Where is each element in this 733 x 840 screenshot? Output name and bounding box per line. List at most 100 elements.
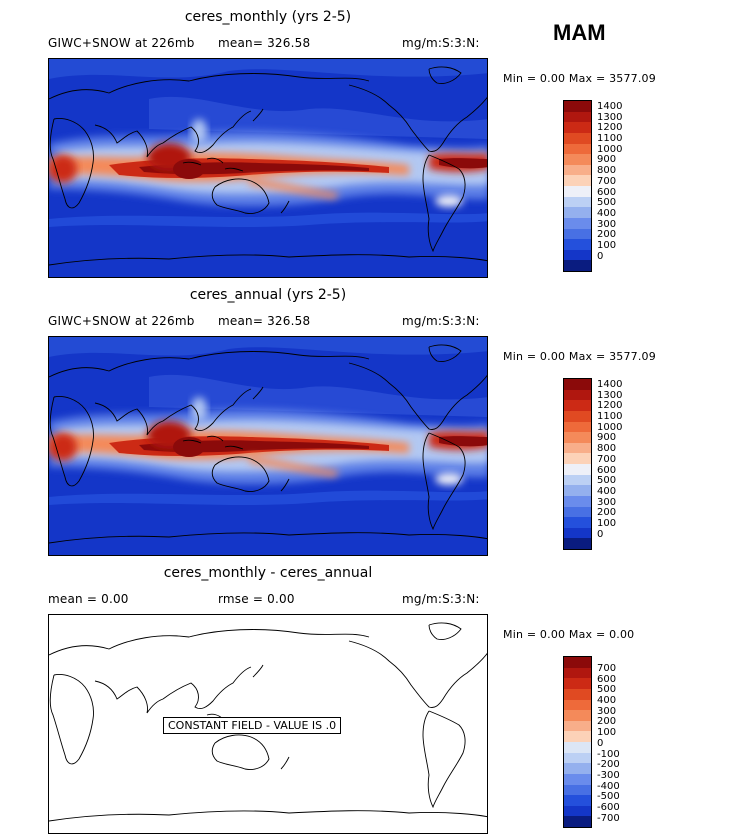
- colorbar-label: -100: [597, 748, 620, 760]
- colorbar-swatch: [564, 816, 591, 827]
- colorbar-label: -700: [597, 812, 620, 824]
- panel-1-units: mg/m:S:3:N:: [402, 36, 480, 50]
- colorbar-label: 1000: [597, 143, 623, 155]
- colorbar-swatch: [564, 688, 591, 700]
- colorbar-swatch: [564, 421, 591, 433]
- colorbar-label: 100: [597, 239, 617, 251]
- panel-1-map: [48, 58, 488, 278]
- colorbar-swatch: [564, 464, 591, 475]
- colorbar-label: 800: [597, 443, 617, 455]
- colorbar-swatch: [564, 154, 591, 165]
- colorbar-swatch: [564, 795, 591, 806]
- colorbar-swatch: [564, 667, 591, 679]
- colorbar-label: 100: [597, 727, 617, 739]
- colorbar-swatch: [564, 249, 591, 261]
- colorbar-label: 400: [597, 207, 617, 219]
- colorbar-label: 600: [597, 186, 617, 198]
- panel-1-mean: mean= 326.58: [218, 36, 311, 50]
- colorbar-swatch: [564, 752, 591, 764]
- colorbar-label: 1100: [597, 411, 623, 423]
- colorbar-swatch: [564, 111, 591, 123]
- panel-2-minmax: Min = 0.00 Max = 3577.09: [503, 350, 656, 363]
- colorbar-label: 200: [597, 229, 617, 241]
- colorbar-label: 100: [597, 517, 617, 529]
- colorbar-label: 1000: [597, 421, 623, 433]
- panel-2-units: mg/m:S:3:N:: [402, 314, 480, 328]
- panel-2-title: ceres_annual (yrs 2-5): [189, 287, 347, 303]
- colorbar-label: 1300: [597, 111, 623, 123]
- panel-2-colorbar-labels: 1400 1300 1200 1100 1000 900 800 700 600 500 400 30…: [597, 379, 623, 540]
- colorbar-swatch: [564, 678, 591, 689]
- colorbar-swatch: [564, 784, 591, 796]
- colorbar-label: 0: [597, 737, 604, 749]
- colorbar-swatch: [564, 805, 591, 817]
- panel-3-minmax: Min = 0.00 Max = 0.00: [503, 628, 635, 641]
- colorbar-swatch: [564, 731, 591, 742]
- colorbar-swatch: [564, 474, 591, 486]
- panel-1-colorbar-labels: 1400 1300 1200 1100 1000 900 800 700 600 500 400 30…: [597, 101, 623, 262]
- colorbar-label: 800: [597, 165, 617, 177]
- season-label: MAM: [553, 20, 606, 45]
- colorbar-label: 900: [597, 432, 617, 444]
- panel-2-colorbar: [563, 378, 592, 550]
- colorbar-label: 300: [597, 218, 617, 230]
- colorbar-label: 300: [597, 705, 617, 717]
- colorbar-label: 500: [597, 197, 617, 209]
- colorbar-label: 200: [597, 507, 617, 519]
- colorbar-swatch: [564, 101, 591, 112]
- colorbar-swatch: [564, 763, 591, 774]
- panel-3-title: ceres_monthly - ceres_annual: [163, 565, 373, 581]
- colorbar-swatch: [564, 773, 591, 785]
- colorbar-swatch: [564, 657, 591, 668]
- colorbar-swatch: [564, 186, 591, 197]
- colorbar-swatch: [564, 228, 591, 240]
- colorbar-swatch: [564, 164, 591, 176]
- panel-2-variable: GIWC+SNOW at 226mb: [48, 314, 195, 328]
- colorbar-swatch: [564, 410, 591, 422]
- colorbar-swatch: [564, 196, 591, 208]
- panel-1-variable: GIWC+SNOW at 226mb: [48, 36, 195, 50]
- colorbar-swatch: [564, 239, 591, 250]
- constant-field-label: CONSTANT FIELD - VALUE IS .0: [163, 717, 342, 734]
- colorbar-label: 700: [597, 175, 617, 187]
- colorbar-swatch: [564, 132, 591, 144]
- colorbar-swatch: [564, 217, 591, 229]
- colorbar-label: 1400: [597, 379, 623, 390]
- colorbar-label: 1400: [597, 101, 623, 112]
- colorbar-swatch: [564, 122, 591, 133]
- colorbar-label: 200: [597, 716, 617, 728]
- colorbar-label: 1300: [597, 389, 623, 401]
- colorbar-swatch: [564, 432, 591, 443]
- colorbar-label: 700: [597, 663, 617, 674]
- colorbar-swatch: [564, 175, 591, 186]
- colorbar-label: -500: [597, 791, 620, 803]
- colorbar-swatch: [564, 495, 591, 507]
- panel-2-map: [48, 336, 488, 556]
- panel-3-map: CONSTANT FIELD - VALUE IS .0: [48, 614, 488, 834]
- colorbar-label: 1100: [597, 133, 623, 145]
- colorbar-label: 1200: [597, 122, 623, 134]
- colorbar-label: 300: [597, 496, 617, 508]
- panel-3-mean: mean = 0.00: [48, 592, 129, 606]
- panel-2-mean: mean= 326.58: [218, 314, 311, 328]
- colorbar-swatch: [564, 207, 591, 218]
- colorbar-swatch: [564, 517, 591, 528]
- colorbar-swatch: [564, 485, 591, 496]
- colorbar-swatch: [564, 442, 591, 454]
- panel-3-colorbar: [563, 656, 592, 828]
- panel-1-minmax: Min = 0.00 Max = 3577.09: [503, 72, 656, 85]
- colorbar-swatch: [564, 720, 591, 732]
- colorbar-label: -400: [597, 780, 620, 792]
- colorbar-swatch: [564, 400, 591, 411]
- colorbar-label: -600: [597, 801, 620, 813]
- panel-3-rmse: rmse = 0.00: [218, 592, 295, 606]
- colorbar-label: -200: [597, 759, 620, 771]
- colorbar-label: 400: [597, 485, 617, 497]
- colorbar-label: 0: [597, 528, 604, 540]
- colorbar-swatch: [564, 527, 591, 539]
- colorbar-swatch: [564, 260, 591, 271]
- colorbar-swatch: [564, 710, 591, 721]
- colorbar-swatch: [564, 379, 591, 390]
- panel-3-units: mg/m:S:3:N:: [402, 592, 480, 606]
- colorbar-label: 0: [597, 250, 604, 262]
